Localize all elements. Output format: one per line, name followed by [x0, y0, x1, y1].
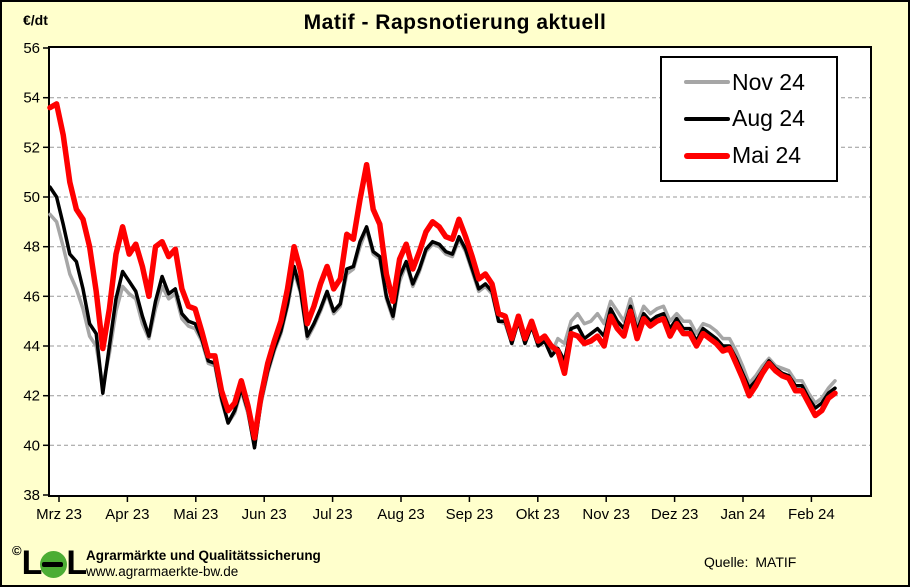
- source-value: MATIF: [755, 554, 797, 570]
- x-tick-label: Jul 23: [313, 506, 353, 523]
- legend-line-sample: [684, 152, 730, 159]
- x-tick-label: Feb 24: [788, 506, 835, 523]
- series-line-aug-24: [48, 185, 837, 450]
- footer-org-name: Agrarmärkte und Qualitätssicherung: [86, 548, 321, 563]
- legend-line-sample: [684, 116, 730, 121]
- y-tick-label: 40: [23, 437, 40, 454]
- y-axis-unit-label: €/dt: [23, 12, 48, 28]
- logo-letter-l1: L: [21, 544, 43, 582]
- series-line-mai-24: [47, 101, 838, 441]
- x-tick-label: Jun 23: [242, 506, 287, 523]
- x-tick-label: Aug 23: [377, 506, 425, 523]
- y-tick-label: 48: [23, 239, 40, 256]
- y-tick-label: 54: [23, 90, 40, 107]
- x-tick-label: Sep 23: [446, 506, 494, 523]
- source-note: Quelle: MATIF: [704, 554, 796, 570]
- y-tick-label: 52: [23, 139, 40, 156]
- footer-organization: Agrarmärkte und Qualitätssicherung www.a…: [86, 548, 321, 580]
- legend-label: Mai 24: [732, 142, 802, 169]
- x-tick-label: Mrz 23: [36, 506, 82, 523]
- legend-item-mai-24: Mai 24: [684, 142, 836, 169]
- x-tick-label: Dez 23: [651, 506, 699, 523]
- y-tick-label: 44: [23, 338, 40, 355]
- copyright-icon: ©: [12, 543, 22, 558]
- logo-e-icon: [40, 551, 68, 578]
- y-tick-label: 46: [23, 288, 40, 305]
- x-tick-label: Jan 24: [720, 506, 765, 523]
- x-tick-label: Apr 23: [105, 506, 149, 523]
- y-tick-label: 42: [23, 388, 40, 405]
- y-tick-label: 56: [23, 40, 40, 57]
- y-tick-label: 38: [23, 487, 40, 504]
- chart-title: Matif - Rapsnotierung aktuell: [303, 11, 607, 34]
- y-tick-label: 50: [23, 189, 40, 206]
- source-label: Quelle:: [704, 554, 749, 570]
- legend-line-sample: [684, 80, 730, 85]
- x-tick-label: Okt 23: [516, 506, 560, 523]
- logo-letter-l2: L: [66, 544, 87, 582]
- legend-item-nov-24: Nov 24: [684, 69, 836, 96]
- legend-label: Aug 24: [732, 105, 805, 132]
- legend-item-aug-24: Aug 24: [684, 105, 836, 132]
- lel-logo: © L L: [12, 543, 87, 582]
- chart-legend: Nov 24 Aug 24 Mai 24: [660, 56, 838, 182]
- x-tick-label: Mai 23: [173, 506, 218, 523]
- legend-label: Nov 24: [732, 68, 805, 95]
- footer-website: www.agrarmaerkte-bw.de: [86, 564, 239, 579]
- x-tick-label: Nov 23: [582, 506, 630, 523]
